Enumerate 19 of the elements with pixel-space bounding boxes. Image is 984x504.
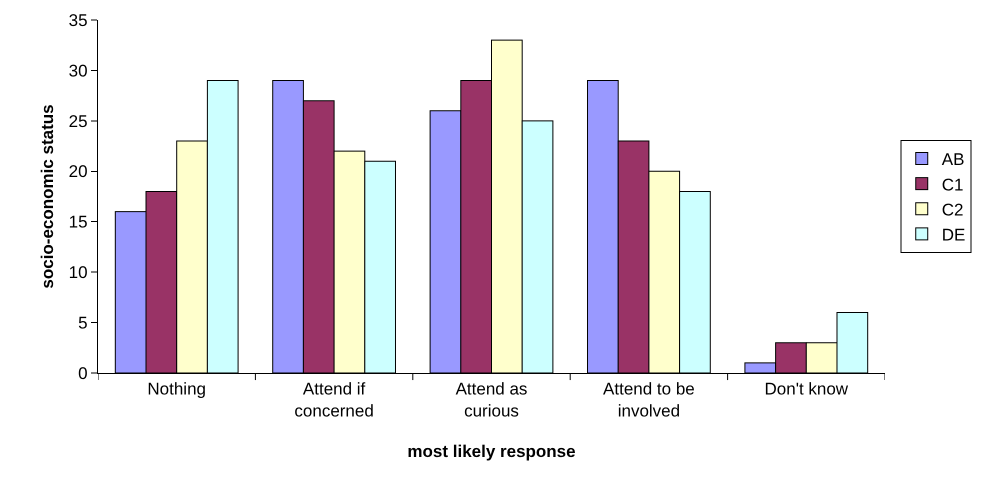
x-tick-label: Don't know [764,379,849,398]
legend-label: C1 [942,175,964,194]
x-tick-label: Attend if concerned [294,379,374,420]
y-tick-label: 20 [68,162,88,182]
x-tick-label: Attend as curious [456,379,528,420]
y-tick-label: 30 [68,61,88,80]
x-axis-title: most likely response [407,442,576,461]
y-tick-label: 5 [78,314,88,333]
y-axis-title: socio-economic status [38,104,58,289]
y-tick-label: 10 [68,263,88,282]
legend-label: AB [942,150,964,170]
x-tick-label: Attend to be involved [603,379,695,420]
x-tick-label: Nothing [147,379,206,398]
legend-label: C2 [942,200,964,220]
y-tick-label: 35 [68,10,88,30]
legend-label: DE [942,225,966,244]
y-tick-label: 15 [68,212,88,232]
y-tick-label: 0 [78,364,88,383]
y-tick-label: 25 [68,112,88,131]
